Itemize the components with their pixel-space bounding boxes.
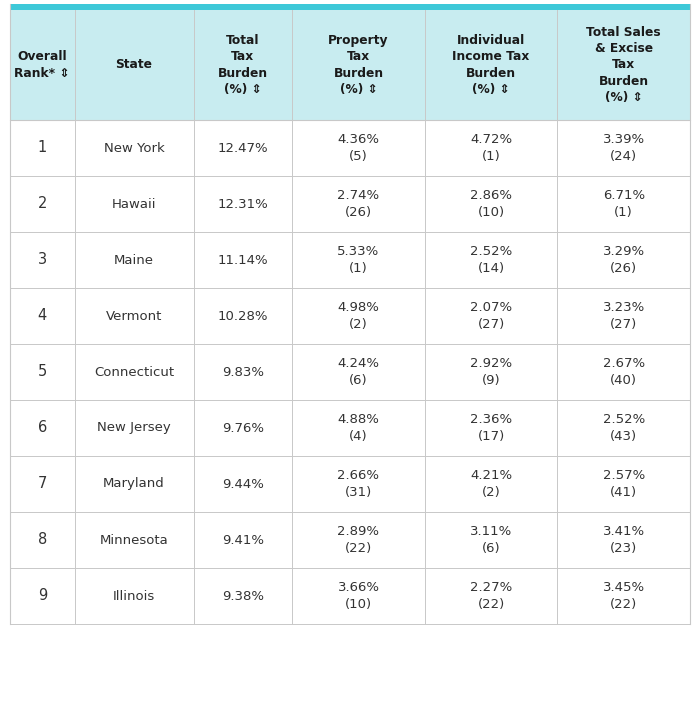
Text: 2.67%
(40): 2.67% (40) — [603, 357, 645, 386]
Text: Maine: Maine — [114, 253, 154, 267]
Text: 9.83%: 9.83% — [222, 365, 264, 379]
Text: 4.36%
(5): 4.36% (5) — [337, 133, 379, 163]
Bar — [10, 400, 690, 456]
Text: Maryland: Maryland — [103, 477, 165, 491]
Bar — [10, 512, 690, 568]
Text: Vermont: Vermont — [106, 310, 162, 322]
Text: 5: 5 — [38, 365, 47, 379]
Text: 2.07%
(27): 2.07% (27) — [470, 301, 512, 331]
Text: 9.76%: 9.76% — [222, 422, 264, 434]
Text: Connecticut: Connecticut — [94, 365, 174, 379]
Text: 3.39%
(24): 3.39% (24) — [603, 133, 645, 163]
Text: 4.21%
(2): 4.21% (2) — [470, 470, 512, 498]
Text: 9.44%: 9.44% — [222, 477, 264, 491]
Text: 7: 7 — [38, 477, 47, 491]
Text: 2.57%
(41): 2.57% (41) — [603, 470, 645, 498]
Text: 6: 6 — [38, 420, 47, 436]
Text: 2.92%
(9): 2.92% (9) — [470, 357, 512, 386]
Bar — [10, 10, 690, 120]
Text: Property
Tax
Burden
(%) ⇕: Property Tax Burden (%) ⇕ — [328, 34, 388, 96]
Text: 11.14%: 11.14% — [218, 253, 268, 267]
Text: 2.52%
(14): 2.52% (14) — [470, 245, 512, 275]
Text: 8: 8 — [38, 532, 47, 548]
Text: 2.36%
(17): 2.36% (17) — [470, 413, 512, 443]
Text: Hawaii: Hawaii — [112, 198, 156, 210]
Text: Total
Tax
Burden
(%) ⇕: Total Tax Burden (%) ⇕ — [218, 34, 268, 96]
Text: New Jersey: New Jersey — [97, 422, 171, 434]
Text: State: State — [116, 58, 153, 72]
Bar — [10, 568, 690, 624]
Bar — [10, 120, 690, 176]
Text: Minnesota: Minnesota — [99, 534, 169, 546]
Text: 3: 3 — [38, 253, 47, 268]
Text: 3.11%
(6): 3.11% (6) — [470, 525, 512, 555]
Text: 3.66%
(10): 3.66% (10) — [337, 582, 379, 611]
Text: 4.24%
(6): 4.24% (6) — [337, 357, 379, 386]
Text: 1: 1 — [38, 141, 47, 156]
Text: 9.38%: 9.38% — [222, 589, 264, 603]
Bar — [10, 176, 690, 232]
Text: 6.71%
(1): 6.71% (1) — [603, 189, 645, 219]
Text: 2.86%
(10): 2.86% (10) — [470, 189, 512, 219]
Text: Illinois: Illinois — [113, 589, 155, 603]
Text: 3.45%
(22): 3.45% (22) — [603, 582, 645, 611]
Bar — [10, 344, 690, 400]
Text: New York: New York — [104, 142, 164, 154]
Bar — [10, 232, 690, 288]
Text: 4.72%
(1): 4.72% (1) — [470, 133, 512, 163]
Text: 12.47%: 12.47% — [218, 142, 268, 154]
Text: 2.52%
(43): 2.52% (43) — [603, 413, 645, 443]
Text: 2.66%
(31): 2.66% (31) — [337, 470, 379, 498]
Text: 4: 4 — [38, 308, 47, 324]
Text: 12.31%: 12.31% — [218, 198, 268, 210]
Text: 9.41%: 9.41% — [222, 534, 264, 546]
Text: 4.98%
(2): 4.98% (2) — [337, 301, 379, 331]
Bar — [10, 4, 690, 10]
Text: 9: 9 — [38, 589, 47, 603]
Text: 2: 2 — [38, 196, 47, 211]
Text: Individual
Income Tax
Burden
(%) ⇕: Individual Income Tax Burden (%) ⇕ — [452, 34, 530, 96]
Bar — [10, 456, 690, 512]
Bar — [10, 288, 690, 344]
Text: 2.74%
(26): 2.74% (26) — [337, 189, 379, 219]
Text: 2.27%
(22): 2.27% (22) — [470, 582, 512, 611]
Text: 10.28%: 10.28% — [218, 310, 268, 322]
Text: 3.41%
(23): 3.41% (23) — [603, 525, 645, 555]
Text: 3.23%
(27): 3.23% (27) — [603, 301, 645, 331]
Text: 5.33%
(1): 5.33% (1) — [337, 245, 379, 275]
Text: 3.29%
(26): 3.29% (26) — [603, 245, 645, 275]
Text: 4.88%
(4): 4.88% (4) — [337, 413, 379, 443]
Text: Total Sales
& Excise
Tax
Burden
(%) ⇕: Total Sales & Excise Tax Burden (%) ⇕ — [587, 25, 661, 104]
Text: 2.89%
(22): 2.89% (22) — [337, 525, 379, 555]
Text: Overall
Rank* ⇕: Overall Rank* ⇕ — [15, 50, 70, 80]
